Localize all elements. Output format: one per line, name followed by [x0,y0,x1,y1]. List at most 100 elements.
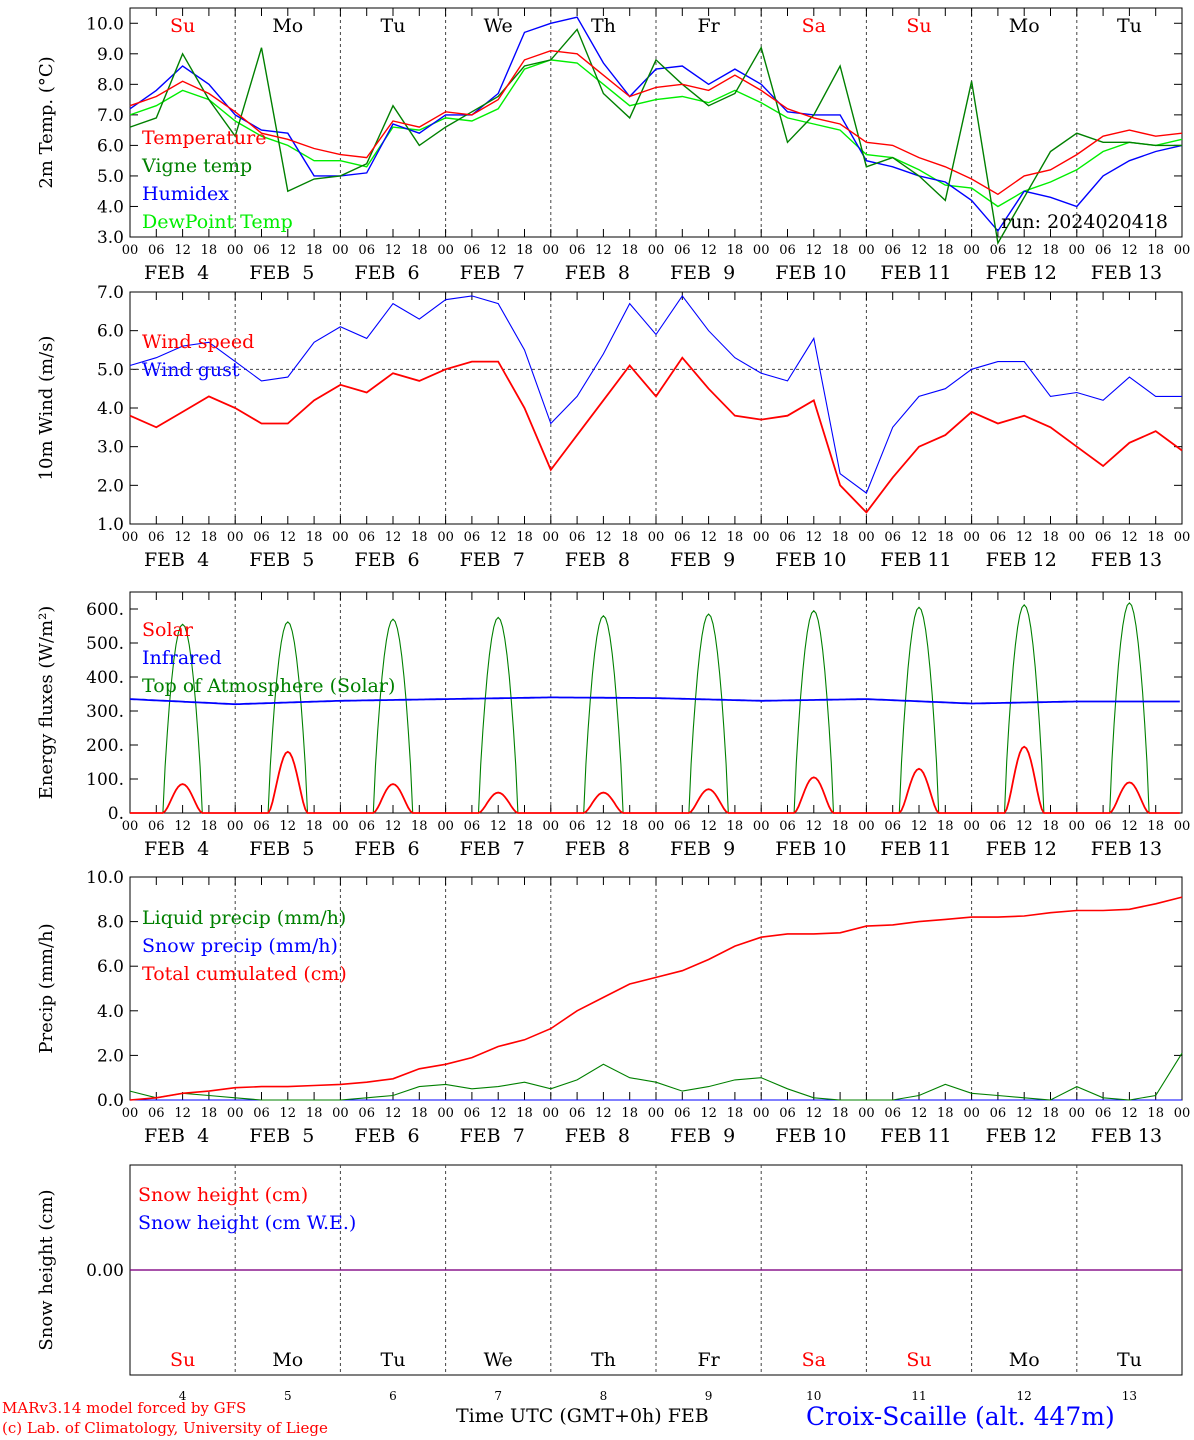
y-tick-label: 2.0 [97,1046,124,1066]
x-hour-label: 12 [385,243,402,258]
x-date-label: FEB 12 [986,549,1057,571]
y-tick-label: 3.0 [97,438,124,458]
day-name-label: Fr [697,15,720,37]
x-date-label: FEB 6 [354,549,419,571]
day-number-label: 8 [600,1389,608,1403]
x-hour-label: 18 [1042,530,1059,545]
x-hour-label: 06 [1095,1106,1112,1121]
day-name-label: Sa [802,1349,826,1371]
energy-axis-label: Energy fluxes (W/m²) [36,606,57,800]
x-hour-label: 00 [963,243,980,258]
x-hour-label: 06 [884,1106,901,1121]
series-vigne-temp [129,28,1182,246]
x-date-label: FEB 12 [986,1125,1057,1147]
y-tick-label: 500. [86,634,124,654]
y-tick-label: 300. [86,702,124,722]
x-date-label: FEB 4 [144,549,209,571]
legend-humidex: Humidex [142,183,229,205]
x-hour-label: 00 [227,1106,244,1121]
day-name-label: Tu [381,15,406,37]
day-name-label: Fr [697,1349,720,1371]
x-hour-label: 06 [253,819,270,834]
x-date-label: FEB 12 [986,262,1057,284]
y-tick-label: 8.0 [97,75,124,95]
x-date-label: FEB 6 [354,262,419,284]
x-hour-label: 12 [490,819,507,834]
day-name-label: Tu [381,1349,406,1371]
x-hour-label: 12 [385,1106,402,1121]
x-hour-label: 18 [832,243,849,258]
series-dewpoint-temp [129,59,1183,208]
x-date-label: FEB 7 [460,838,525,860]
x-hour-label: 18 [516,530,533,545]
y-tick-label: 9.0 [97,45,124,65]
x-hour-label: 18 [306,819,323,834]
x-hour-label: 18 [727,243,744,258]
x-date-label: FEB 4 [144,1125,209,1147]
x-hour-label: 12 [1016,1106,1033,1121]
x-axis-title: Time UTC (GMT+0h) FEB [456,1405,709,1427]
x-hour-label: 06 [674,243,691,258]
x-hour-label: 18 [201,1106,218,1121]
y-tick-label: 1.0 [97,515,124,535]
x-hour-label: 00 [1069,530,1086,545]
legend-wind-speed: Wind speed [142,331,254,353]
day-number-label: 10 [806,1389,821,1403]
y-tick-label: 10.0 [86,868,124,888]
series-total-cumulated-cm- [129,896,1183,1101]
x-date-label: FEB 7 [460,262,525,284]
x-hour-label: 00 [227,530,244,545]
x-hour-label: 06 [569,243,586,258]
x-hour-label: 18 [1147,530,1164,545]
y-tick-label: 0. [108,804,124,824]
x-hour-label: 12 [280,530,297,545]
x-date-label: FEB 10 [775,1125,846,1147]
x-hour-label: 12 [280,243,297,258]
day-name-label: Tu [1117,15,1142,37]
x-date-label: FEB 5 [249,549,314,571]
day-name-label: Th [591,1349,616,1371]
x-hour-label: 00 [963,530,980,545]
x-date-label: FEB 9 [670,262,735,284]
x-hour-label: 12 [490,530,507,545]
x-date-label: FEB 9 [670,1125,735,1147]
y-tick-label: 0.0 [97,1091,124,1111]
x-hour-label: 18 [621,1106,638,1121]
x-hour-label: 12 [1016,819,1033,834]
x-hour-label: 12 [911,530,928,545]
x-date-label: FEB 12 [986,838,1057,860]
y-tick-label: 5.0 [97,360,124,380]
x-hour-label: 00 [1174,1106,1191,1121]
x-hour-label: 18 [516,819,533,834]
x-hour-label: 18 [411,530,428,545]
x-hour-label: 00 [858,819,875,834]
x-date-label: FEB 10 [775,549,846,571]
x-hour-label: 18 [1042,1106,1059,1121]
day-number-label: 12 [1017,1389,1032,1403]
x-hour-label: 00 [227,819,244,834]
x-hour-label: 18 [937,819,954,834]
x-hour-label: 12 [1016,243,1033,258]
x-hour-label: 18 [621,530,638,545]
series-solar [130,745,1180,814]
x-hour-label: 00 [753,243,770,258]
wind-axis-label: 10m Wind (m/s) [36,336,57,481]
series-infrared [129,696,1180,706]
day-name-label: We [484,15,513,37]
x-date-label: FEB 9 [670,838,735,860]
x-hour-label: 06 [884,819,901,834]
series-liquid-precip-mm-h- [129,1052,1183,1101]
x-hour-label: 00 [332,819,349,834]
series-temperature [129,49,1183,196]
x-date-label: FEB 11 [880,262,951,284]
x-hour-label: 12 [806,243,823,258]
y-tick-label: 400. [86,668,124,688]
day-name-label: Su [906,15,931,37]
x-hour-label: 18 [727,1106,744,1121]
x-hour-label: 00 [1069,1106,1086,1121]
x-hour-label: 12 [911,819,928,834]
day-number-label: 13 [1122,1389,1137,1403]
y-tick-label: 8.0 [97,913,124,933]
x-hour-label: 00 [543,1106,560,1121]
x-date-label: FEB 6 [354,838,419,860]
